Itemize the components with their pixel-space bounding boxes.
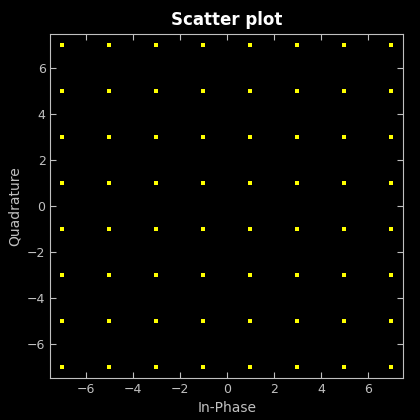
Channel 1 [153, 226, 160, 232]
Channel 1 [294, 271, 301, 278]
Channel 1 [153, 134, 160, 140]
Channel 1 [200, 226, 207, 232]
Channel 1 [153, 88, 160, 94]
Channel 1 [153, 363, 160, 370]
Channel 1 [294, 317, 301, 324]
Channel 1 [341, 42, 348, 48]
Channel 1 [59, 271, 66, 278]
Channel 1 [106, 317, 113, 324]
Title: Scatter plot: Scatter plot [171, 11, 283, 29]
Channel 1 [153, 317, 160, 324]
Channel 1 [106, 363, 113, 370]
Channel 1 [341, 88, 348, 94]
Channel 1 [247, 226, 254, 232]
Channel 1 [294, 88, 301, 94]
Channel 1 [200, 363, 207, 370]
Channel 1 [200, 317, 207, 324]
Channel 1 [294, 179, 301, 186]
Channel 1 [388, 317, 395, 324]
Channel 1 [153, 179, 160, 186]
Channel 1 [341, 134, 348, 140]
Channel 1 [153, 42, 160, 48]
Channel 1 [247, 88, 254, 94]
Channel 1 [388, 271, 395, 278]
Channel 1 [106, 179, 113, 186]
Channel 1 [106, 134, 113, 140]
Channel 1 [59, 363, 66, 370]
Channel 1 [200, 271, 207, 278]
Channel 1 [294, 42, 301, 48]
Channel 1 [341, 271, 348, 278]
Channel 1 [200, 42, 207, 48]
Channel 1 [294, 134, 301, 140]
Channel 1 [247, 42, 254, 48]
Channel 1 [388, 363, 395, 370]
Channel 1 [247, 317, 254, 324]
Channel 1 [106, 88, 113, 94]
Channel 1 [106, 42, 113, 48]
Channel 1 [247, 134, 254, 140]
Channel 1 [388, 226, 395, 232]
Channel 1 [59, 134, 66, 140]
Channel 1 [59, 317, 66, 324]
Channel 1 [106, 226, 113, 232]
Channel 1 [388, 179, 395, 186]
Channel 1 [200, 179, 207, 186]
Channel 1 [341, 226, 348, 232]
Channel 1 [247, 179, 254, 186]
Channel 1 [247, 363, 254, 370]
Channel 1 [247, 271, 254, 278]
Channel 1 [106, 271, 113, 278]
Channel 1 [341, 363, 348, 370]
Channel 1 [59, 226, 66, 232]
Channel 1 [59, 88, 66, 94]
Channel 1 [341, 317, 348, 324]
Channel 1 [341, 179, 348, 186]
Channel 1 [388, 134, 395, 140]
Channel 1 [153, 271, 160, 278]
Channel 1 [200, 134, 207, 140]
Channel 1 [200, 88, 207, 94]
Channel 1 [388, 42, 395, 48]
Y-axis label: Quadrature: Quadrature [8, 166, 21, 246]
Channel 1 [294, 226, 301, 232]
Channel 1 [388, 88, 395, 94]
Channel 1 [59, 179, 66, 186]
Channel 1 [59, 42, 66, 48]
X-axis label: In-Phase: In-Phase [197, 402, 256, 415]
Channel 1 [294, 363, 301, 370]
